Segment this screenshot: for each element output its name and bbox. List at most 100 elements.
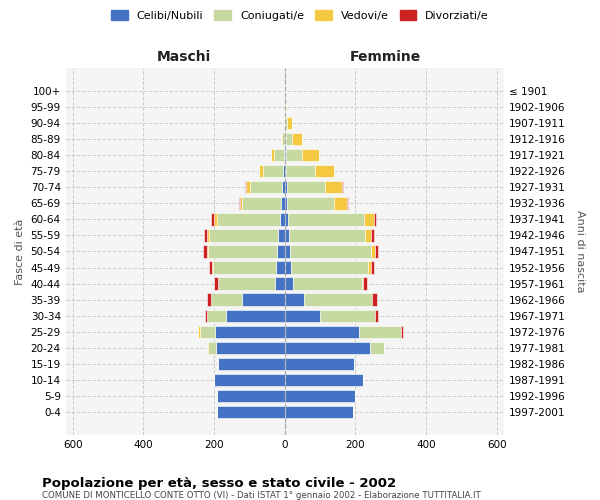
Text: Maschi: Maschi [157, 50, 211, 64]
Bar [263, 165, 283, 177]
Legend: Celibi/Nubili, Coniugati/e, Vedovi/e, Divorziati/e: Celibi/Nubili, Coniugati/e, Vedovi/e, Di… [107, 6, 493, 25]
Bar [302, 149, 319, 162]
Bar [320, 310, 375, 322]
Bar [209, 262, 212, 274]
Bar [208, 245, 277, 258]
Bar [285, 358, 354, 370]
Text: Popolazione per età, sesso e stato civile - 2002: Popolazione per età, sesso e stato civil… [42, 478, 396, 490]
Bar [285, 197, 287, 209]
Bar [364, 213, 374, 226]
Bar [271, 149, 274, 162]
Bar [371, 229, 374, 241]
Y-axis label: Anni di nascita: Anni di nascita [575, 210, 585, 292]
Bar [284, 149, 285, 162]
Bar [371, 245, 375, 258]
Bar [285, 245, 290, 258]
Bar [214, 278, 218, 290]
Bar [285, 374, 362, 386]
Bar [285, 165, 286, 177]
Bar [325, 181, 343, 194]
Bar [374, 213, 376, 226]
Bar [291, 262, 368, 274]
Bar [285, 116, 287, 129]
Bar [365, 229, 371, 241]
Bar [207, 229, 209, 241]
Bar [250, 181, 282, 194]
Bar [212, 262, 213, 274]
Bar [285, 229, 289, 241]
Bar [401, 326, 403, 338]
Bar [203, 229, 207, 241]
Bar [239, 197, 242, 209]
Bar [285, 406, 353, 418]
Bar [242, 294, 285, 306]
Bar [205, 310, 207, 322]
Bar [200, 326, 215, 338]
Bar [289, 229, 365, 241]
Bar [285, 149, 286, 162]
Bar [285, 326, 359, 338]
Bar [281, 132, 282, 145]
Bar [363, 278, 367, 290]
Bar [284, 116, 285, 129]
Text: Femmine: Femmine [350, 50, 421, 64]
Bar [375, 245, 378, 258]
Bar [370, 342, 385, 354]
Text: COMUNE DI MONTICELLO CONTE OTTO (VI) - Dati ISTAT 1° gennaio 2002 - Elaborazione: COMUNE DI MONTICELLO CONTE OTTO (VI) - D… [42, 491, 481, 500]
Bar [274, 149, 284, 162]
Bar [372, 294, 377, 306]
Bar [218, 358, 285, 370]
Bar [226, 310, 285, 322]
Bar [286, 132, 292, 145]
Bar [207, 310, 226, 322]
Bar [281, 197, 285, 209]
Bar [285, 278, 293, 290]
Bar [246, 181, 250, 194]
Bar [208, 342, 216, 354]
Bar [211, 213, 214, 226]
Bar [282, 132, 285, 145]
Bar [292, 132, 302, 145]
Bar [290, 245, 371, 258]
Bar [315, 165, 334, 177]
Bar [218, 278, 275, 290]
Bar [285, 213, 289, 226]
Bar [277, 245, 285, 258]
Bar [259, 165, 263, 177]
Bar [285, 310, 320, 322]
Bar [285, 262, 291, 274]
Bar [285, 132, 286, 145]
Bar [282, 181, 285, 194]
Bar [285, 181, 287, 194]
Bar [211, 294, 242, 306]
Bar [209, 229, 278, 241]
Bar [278, 229, 285, 241]
Bar [287, 116, 292, 129]
Bar [368, 262, 371, 274]
Bar [216, 342, 285, 354]
Bar [207, 294, 211, 306]
Bar [287, 181, 325, 194]
Bar [214, 213, 217, 226]
Bar [276, 262, 285, 274]
Y-axis label: Fasce di età: Fasce di età [15, 218, 25, 284]
Bar [304, 294, 372, 306]
Bar [371, 262, 374, 274]
Bar [375, 310, 378, 322]
Bar [280, 213, 285, 226]
Bar [362, 278, 363, 290]
Bar [198, 326, 200, 338]
Bar [289, 213, 364, 226]
Bar [285, 294, 304, 306]
Bar [213, 262, 276, 274]
Bar [245, 181, 246, 194]
Bar [214, 374, 285, 386]
Bar [334, 197, 347, 209]
Bar [217, 390, 285, 402]
Bar [275, 278, 285, 290]
Bar [347, 197, 348, 209]
Bar [287, 197, 334, 209]
Bar [207, 245, 208, 258]
Bar [286, 149, 302, 162]
Bar [285, 342, 370, 354]
